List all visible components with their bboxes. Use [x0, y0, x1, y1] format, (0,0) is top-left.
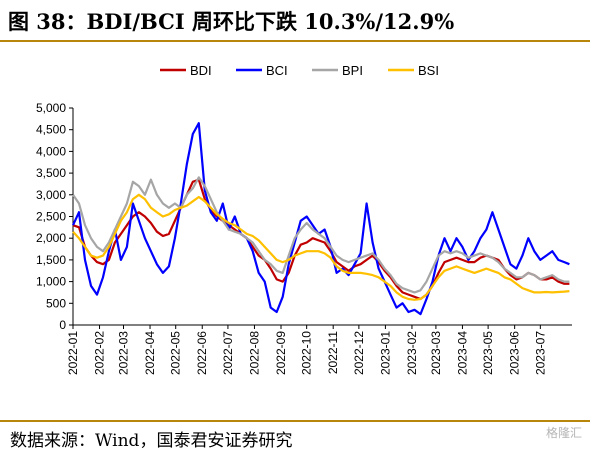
x-tick-label: 2023-06 — [508, 331, 522, 375]
series-line-bdi — [72, 178, 570, 301]
bottom-rule — [0, 420, 590, 422]
y-tick-label: 3,500 — [36, 166, 66, 180]
x-tick-label: 2022-10 — [300, 331, 314, 375]
x-tick-label: 2023-03 — [429, 331, 443, 375]
y-tick-label: 4,000 — [36, 144, 66, 158]
y-tick-label: 2,500 — [36, 210, 66, 224]
x-tick-label: 2022-03 — [116, 331, 130, 375]
y-tick-label: 1,000 — [36, 275, 66, 289]
y-tick-label: 0 — [59, 318, 66, 332]
chart-title: 图 38：BDI/BCI 周环比下跌 10.3%/12.9% — [8, 9, 455, 34]
series-line-bci — [72, 122, 570, 316]
x-axis: 2022-01 2022-02 2022-03 2022-04 2022-05 2022-… — [66, 324, 572, 375]
x-tick-label: 2022-06 — [195, 331, 209, 375]
x-tick-label: 2023-04 — [455, 331, 469, 375]
top-rule — [0, 40, 590, 42]
x-tick-label: 2022-01 — [66, 331, 80, 375]
legend-label-bsi: BSI — [418, 63, 439, 78]
x-tick-label: 2022-05 — [169, 331, 183, 375]
x-tick-label: 2023-07 — [533, 331, 547, 375]
y-tick-label: 5,000 — [36, 101, 66, 115]
x-tick-label: 2023-05 — [481, 331, 495, 375]
y-axis: 0 500 1,000 1,500 2,000 2,500 3,000 3,500 4,000 4… — [36, 101, 74, 332]
x-tick-label: 2022-11 — [326, 331, 340, 374]
source-note: 数据来源：Wind，国泰君安证券研究 — [10, 431, 293, 451]
y-tick-label: 1,500 — [36, 253, 66, 267]
x-tick-label: 2022-08 — [247, 331, 261, 375]
x-tick-label: 2022-02 — [93, 331, 107, 375]
y-tick-label: 4,500 — [36, 123, 66, 137]
y-tick-label: 2,000 — [36, 231, 66, 245]
y-tick-label: 3,000 — [36, 188, 66, 202]
legend-label-bci: BCI — [266, 63, 288, 78]
legend-label-bdi: BDI — [190, 63, 212, 78]
x-tick-label: 2022-04 — [143, 331, 157, 375]
x-tick-label: 2022-09 — [274, 331, 288, 375]
legend-label-bpi: BPI — [342, 63, 363, 78]
y-tick-label: 500 — [46, 296, 66, 310]
x-tick-label: 2023-02 — [405, 331, 419, 375]
x-tick-label: 2022-07 — [221, 331, 235, 375]
x-tick-label: 2023-01 — [378, 331, 392, 375]
series-line-bsi — [72, 193, 570, 301]
series-line-bpi — [72, 176, 570, 294]
line-chart: BDI BCI BPI BSI 0 500 1,000 1,500 2,000 2,500 3,0… — [36, 63, 572, 375]
series-lines — [72, 122, 570, 316]
legend: BDI BCI BPI BSI — [160, 63, 439, 78]
watermark: 格隆汇 — [545, 426, 582, 440]
x-tick-label: 2022-12 — [352, 331, 366, 375]
